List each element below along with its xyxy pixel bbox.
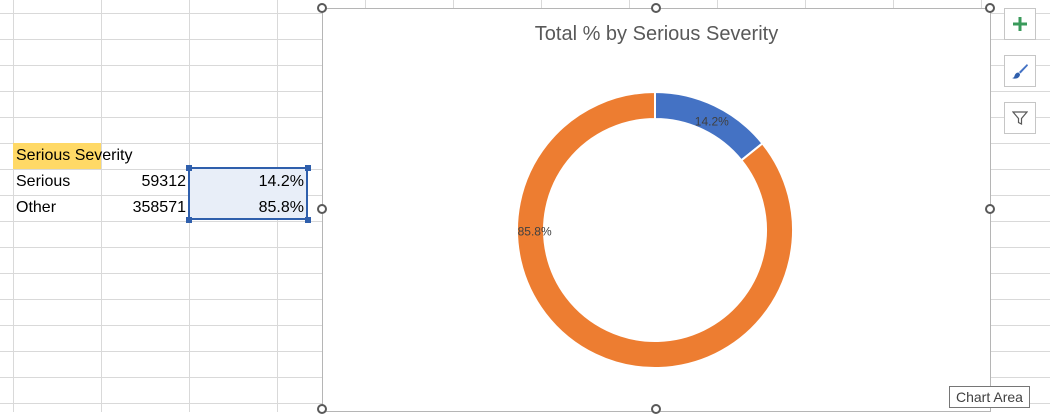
chart-area[interactable]: Total % by Serious Severity 14.2% 85.8% <box>322 8 991 412</box>
chart-elements-button[interactable] <box>1004 8 1036 40</box>
resize-handle-middle-left[interactable] <box>317 204 327 214</box>
header-cell-fill[interactable] <box>13 143 101 169</box>
row-count-other[interactable]: 358571 <box>132 199 186 216</box>
selection-handle-bottom-left[interactable] <box>186 217 192 223</box>
row-pct-other[interactable]: 85.8% <box>258 199 304 216</box>
doughnut-chart[interactable]: 14.2% 85.8% <box>323 9 990 411</box>
selection-handle-bottom-right[interactable] <box>305 217 311 223</box>
row-count-serious[interactable]: 59312 <box>141 173 187 190</box>
resize-handle-bottom-left[interactable] <box>317 404 327 414</box>
donut-slice-other[interactable] <box>516 90 794 369</box>
resize-handle-top-right[interactable] <box>985 3 995 13</box>
paintbrush-icon <box>1012 64 1028 79</box>
selected-range[interactable] <box>188 167 308 220</box>
table-header[interactable]: Serious Severity <box>16 147 133 164</box>
chart-filters-button[interactable] <box>1004 102 1036 134</box>
row-pct-serious[interactable]: 14.2% <box>258 173 304 190</box>
resize-handle-bottom-middle[interactable] <box>651 404 661 414</box>
row-label-other[interactable]: Other <box>16 199 57 216</box>
selection-handle-top-right[interactable] <box>305 165 311 171</box>
data-label-serious[interactable]: 14.2% <box>695 115 729 129</box>
resize-handle-top-middle[interactable] <box>651 3 661 13</box>
selection-handle-top-left[interactable] <box>186 165 192 171</box>
chart-title[interactable]: Total % by Serious Severity <box>534 23 779 45</box>
plus-icon <box>1013 17 1027 31</box>
chart-area-tooltip: Chart Area <box>949 386 1030 408</box>
chart-styles-button[interactable] <box>1004 55 1036 87</box>
data-label-other[interactable]: 85.8% <box>518 225 552 239</box>
resize-handle-middle-right[interactable] <box>985 204 995 214</box>
row-label-serious[interactable]: Serious <box>16 173 71 190</box>
resize-handle-top-left[interactable] <box>317 3 327 13</box>
filter-icon <box>1012 111 1028 125</box>
